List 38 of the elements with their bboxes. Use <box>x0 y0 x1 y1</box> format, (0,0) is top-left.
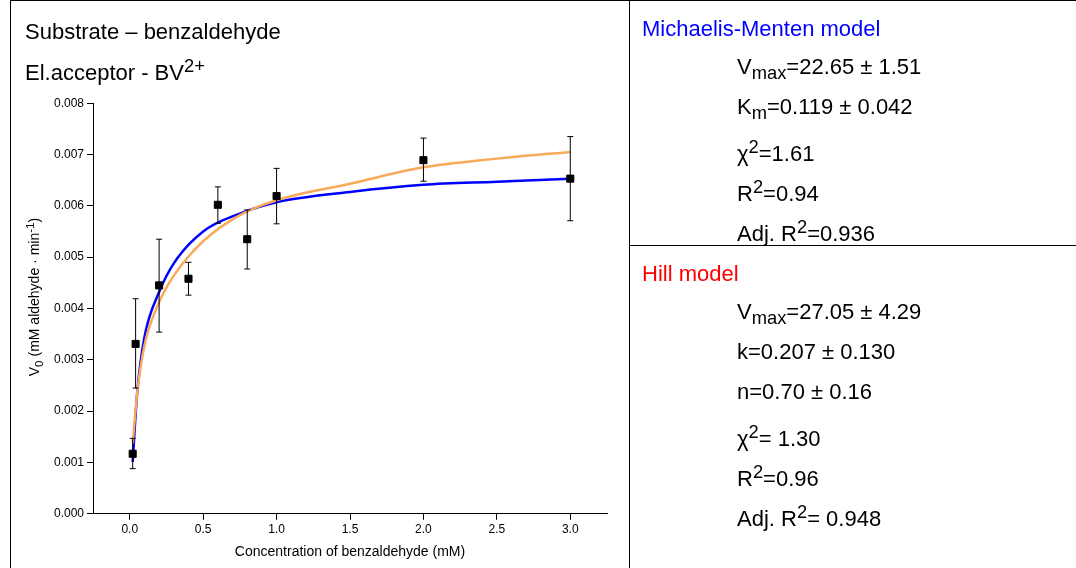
y-tick-label: 0.007 <box>54 146 85 161</box>
y-tick-label: 0.000 <box>54 506 85 521</box>
text: V$_{max}$=22.65 ± 1.51 <box>737 53 923 86</box>
chart-subtitle: El.acceptor - BV$^{2+}$ <box>25 54 206 88</box>
y-tick-label: 0.008 <box>54 95 85 110</box>
x-tick-label: 0.5 <box>194 522 212 537</box>
text: R$^{2}$=0.94 <box>737 175 820 209</box>
point <box>131 339 140 348</box>
point <box>566 174 575 183</box>
text: Michaelis-Menten model <box>642 15 882 43</box>
text: K$_{m}$=0.119 ± 0.042 <box>737 93 914 126</box>
x-tick-label: 1.0 <box>268 522 286 537</box>
text: Hill model <box>642 260 740 288</box>
x-tick-label: 3.0 <box>561 522 579 537</box>
x-tick-label: 2.0 <box>415 522 433 537</box>
text: χ$^{2}$=1.61 <box>737 135 816 169</box>
x-tick-label: 0.0 <box>121 522 139 537</box>
y-tick-label: 0.002 <box>54 403 85 418</box>
text: k=0.207 ± 0.130 <box>737 338 897 366</box>
point <box>128 449 137 458</box>
x-tick-label: 2.5 <box>488 522 506 537</box>
y-tick-label: 0.001 <box>54 454 85 469</box>
text: Adj. R$^{2}$= 0.948 <box>737 500 883 534</box>
point <box>419 156 428 165</box>
point <box>184 274 193 283</box>
y-tick-label: 0.006 <box>54 198 85 213</box>
y-tick-label: 0.005 <box>54 249 85 264</box>
x-axis-title: Concentration of benzaldehyde (mM) <box>234 543 466 560</box>
text: n=0.70 ± 0.16 <box>737 378 874 406</box>
text: χ$^{2}$= 1.30 <box>737 420 822 454</box>
y-tick-label: 0.004 <box>54 300 85 315</box>
text: R$^{2}$=0.96 <box>737 460 820 494</box>
y-tick-label: 0.003 <box>54 352 85 367</box>
text: V$_{max}$=27.05 ± 4.29 <box>737 298 923 331</box>
text: Adj. R$^{2}$=0.936 <box>737 215 877 249</box>
chart-title: Substrate – benzaldehyde <box>25 18 281 46</box>
x-tick-label: 1.5 <box>341 522 359 537</box>
point <box>272 192 281 201</box>
